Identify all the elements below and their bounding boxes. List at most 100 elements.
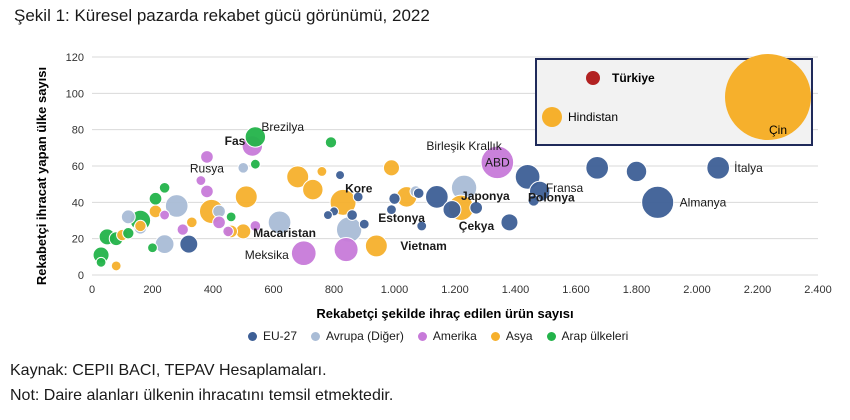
point-label: Birleşik Krallık — [426, 139, 502, 153]
data-point — [222, 225, 234, 238]
y-tick-label: 120 — [66, 52, 84, 64]
data-point — [388, 192, 401, 205]
legend-marker — [490, 331, 500, 341]
data-point — [346, 209, 358, 221]
data-point — [249, 220, 262, 232]
data-point — [542, 107, 562, 127]
data-point — [154, 234, 175, 255]
point-label: Fransa — [546, 181, 584, 195]
legend-marker — [546, 331, 556, 341]
point-label: Japonya — [461, 189, 510, 203]
x-tick-label: 600 — [264, 284, 282, 296]
point-label: Fas — [225, 134, 246, 148]
data-point — [382, 159, 400, 177]
data-point — [158, 181, 171, 194]
legend-item: Asya — [490, 329, 533, 343]
data-point — [159, 209, 171, 221]
data-point — [641, 185, 675, 219]
legend-marker — [417, 331, 427, 341]
data-point — [364, 234, 388, 258]
data-point — [290, 240, 317, 267]
data-point — [324, 136, 338, 149]
point-label: Vietnam — [400, 239, 446, 253]
data-point — [122, 227, 135, 240]
x-tick-label: 1.600 — [562, 284, 590, 296]
x-tick-label: 200 — [143, 284, 161, 296]
data-point — [200, 184, 214, 199]
data-point — [249, 158, 261, 170]
data-point — [586, 71, 600, 85]
legend-item: EU-27 — [248, 329, 297, 343]
y-tick-label: 0 — [78, 270, 84, 282]
data-point — [267, 210, 292, 235]
data-point — [244, 126, 267, 148]
data-point — [286, 165, 310, 189]
x-tick-label: 1.400 — [502, 284, 530, 296]
data-point — [322, 210, 333, 221]
point-label: Kore — [345, 181, 373, 195]
data-point — [148, 191, 163, 206]
legend-label: Avrupa (Diğer) — [326, 329, 404, 343]
inset-label: Türkiye — [612, 71, 655, 85]
data-point — [212, 215, 226, 230]
point-label: İtalya — [734, 161, 763, 175]
x-tick-label: 0 — [89, 284, 95, 296]
data-point — [469, 200, 484, 215]
point-label: Brezilya — [261, 120, 304, 134]
legend-label: Arap ülkeleri — [561, 329, 629, 343]
legend-marker — [248, 331, 257, 341]
data-point — [179, 234, 199, 254]
point-label: Almanya — [680, 195, 727, 209]
data-point — [200, 150, 214, 164]
y-tick-label: 60 — [72, 161, 84, 173]
x-tick-label: 2.400 — [804, 284, 832, 296]
data-point — [195, 175, 207, 186]
x-tick-label: 400 — [204, 284, 222, 296]
data-point — [706, 155, 731, 180]
legend-item: Arap ülkeleri — [546, 329, 629, 343]
chart-legend: EU-27 Avrupa (Diğer) Amerika Asya Arap ülkel… — [248, 329, 642, 343]
data-point — [480, 145, 515, 180]
data-point — [186, 216, 198, 229]
x-tick-label: 1.800 — [623, 284, 651, 296]
point-label: Polonya — [528, 190, 575, 204]
data-point — [585, 155, 610, 180]
data-point — [335, 170, 346, 181]
x-tick-label: 2.000 — [683, 284, 711, 296]
point-label: Meksika — [245, 248, 289, 262]
point-label: Rusya — [190, 162, 224, 176]
legend-item: Amerika — [417, 329, 477, 343]
data-point — [234, 185, 258, 209]
figure-title: Şekil 1: Küresel pazarda rekabet gücü gö… — [14, 6, 430, 25]
legend-label: Amerika — [432, 329, 477, 343]
legend-item: Avrupa (Diğer) — [311, 329, 404, 343]
inset-label: Hindistan — [568, 110, 618, 124]
x-tick-label: 1.000 — [381, 284, 409, 296]
data-point — [425, 185, 449, 209]
y-tick-label: 20 — [72, 234, 84, 246]
y-tick-label: 80 — [72, 125, 84, 137]
data-point — [316, 166, 328, 177]
data-point — [527, 194, 540, 207]
x-tick-label: 1.200 — [441, 284, 469, 296]
data-point — [134, 219, 147, 233]
data-point — [416, 220, 428, 232]
data-point — [110, 260, 122, 272]
data-point — [147, 242, 158, 254]
x-tick-label: 2.200 — [744, 284, 772, 296]
data-point — [225, 211, 237, 223]
data-point — [386, 204, 397, 216]
data-point — [176, 223, 189, 236]
y-axis-title: Rekabetçi ihracat yapan ülke sayısı — [34, 67, 49, 285]
data-point — [95, 256, 107, 268]
legend-marker — [311, 331, 321, 341]
inset-label: Çin — [769, 123, 787, 137]
data-point — [333, 237, 359, 263]
footnote: Not: Daire alanları ülkenin ihracatını t… — [10, 387, 394, 404]
data-point — [725, 54, 811, 140]
data-point — [442, 200, 462, 220]
legend-label: EU-27 — [263, 329, 298, 343]
data-point — [120, 209, 136, 225]
data-point — [412, 187, 425, 200]
x-tick-label: 800 — [325, 284, 343, 296]
